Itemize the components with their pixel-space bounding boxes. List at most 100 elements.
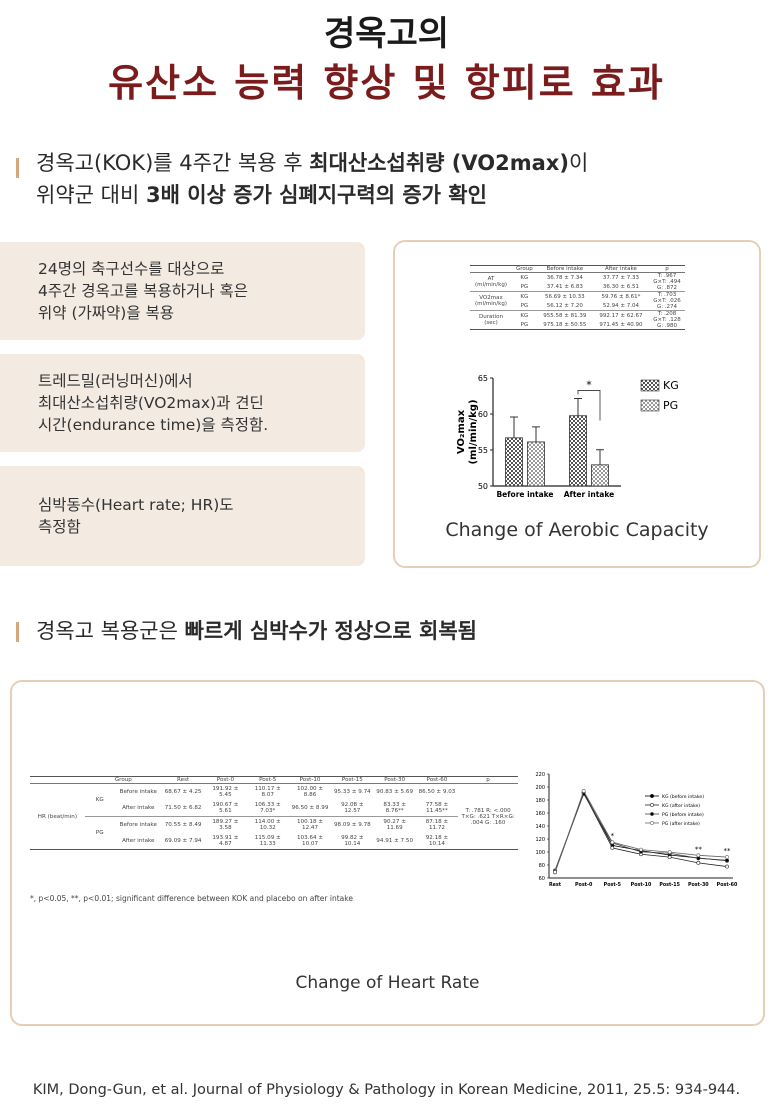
table-cell: 102.00 ± 8.86 [297, 786, 324, 798]
y-tick-label: 50 [478, 482, 488, 491]
table-row: PG Before intake 70.55 ± 8.49 189.27 ± 3.58… [30, 816, 518, 850]
table-cell: 36.78 ± 7.34 [546, 274, 583, 281]
table-cell: 191.92 ± 5.45 [212, 786, 239, 798]
table-row: HR (beat/min) KG Before intake 68.67 ± 4.25… [30, 784, 518, 826]
table-cell: 56.69 ± 10.33 [536, 291, 593, 301]
point [725, 855, 729, 859]
box-line: 24명의 축구선수를 대상으로 [38, 260, 225, 278]
y-tick-label: 60 [478, 410, 488, 419]
table-header: Group [512, 265, 537, 273]
y-tick-label: 65 [478, 374, 488, 383]
table-cell: 90.27 ± 11.69 [373, 816, 416, 833]
table-row: Group Rest Post-0 Post-5 Post-10 Post-15 Post-… [30, 776, 518, 784]
y-axis-label-line: VO₂max [456, 409, 467, 454]
table-wrap: Group Rest Post-0 Post-5 Post-10 Post-15 Post-… [30, 776, 518, 850]
point [696, 853, 701, 858]
table-cell: 68.67 ± 4.25 [164, 789, 202, 795]
table-cell: 37.77 ± 7.33 [602, 274, 639, 281]
y-axis-label: VO₂max(ml/min/kg) [456, 399, 479, 464]
x-tick-label: After intake [564, 490, 614, 499]
table-row: PG 975.18 ± 50.55 971.45 ± 40.90 [470, 320, 685, 330]
y-tick-label: 140 [535, 824, 545, 830]
footnote: *, p<0.05, **, p<0.01; significant diffe… [30, 894, 353, 903]
x-tick-label: Post-15 [659, 882, 680, 888]
title: 유산소 능력 향상 및 항피로 효과 [108, 60, 665, 105]
table-cell: PG [520, 302, 529, 309]
table-cell: 83.33 ± 8.76** [383, 802, 406, 814]
heading-line: 경옥고(KOK)를 4주간 복용 후 최대산소섭취량 (VO2max)이 [36, 147, 588, 179]
caption: Change of Aerobic Capacity [445, 519, 709, 541]
x-tick-label: Before intake [496, 490, 553, 499]
y-tick-label: 120 [535, 837, 545, 843]
table-row: PG 56.12 ± 7.20 52.94 ± 7.04 [470, 301, 685, 311]
table-cell: After intake [122, 838, 155, 844]
line [554, 789, 728, 873]
table-cell: PG [520, 283, 529, 290]
table-cell: KG [520, 274, 529, 281]
table-row: AT (ml/min/kg) KG 36.78 ± 7.34 37.77 ± 7.33… [470, 273, 685, 291]
table-cell: 992.17 ± 62.67 [592, 310, 649, 320]
legend-marker [650, 812, 654, 816]
y-tick-label: 160 [535, 811, 545, 817]
line [554, 791, 728, 873]
point [725, 858, 729, 863]
table-cell: 110.17 ± 8.07 [254, 786, 281, 798]
table: Group Before intake After intake p AT (ml/mi… [470, 265, 685, 330]
table-cell: 77.58 ± 11.45** [425, 802, 449, 814]
error-bar [596, 449, 604, 465]
point [667, 850, 672, 855]
legend-label: PG (after intake) [662, 821, 700, 827]
table-header: Post-5 [246, 776, 289, 784]
table-cell: PG [84, 816, 115, 850]
heading-text: 경옥고(KOK)를 4주간 복용 후 [36, 151, 310, 175]
table-cell: 71.50 ± 6.82 [164, 805, 202, 811]
bar [505, 437, 523, 487]
heading-text: 이 [568, 151, 589, 175]
legend-marker [650, 821, 654, 825]
annotation: * [586, 378, 592, 391]
table-header: Post-15 [331, 776, 374, 784]
point [553, 870, 557, 874]
point [667, 855, 672, 860]
table-cell: KG [512, 310, 537, 320]
table-row: VO2max (ml/min/kg) KG 56.69 ± 10.33 59.76 ±… [470, 291, 685, 311]
table-cell: 52.94 ± 7.04 [602, 302, 639, 309]
legend-label: PG [663, 399, 678, 412]
table-cell: 69.09 ± 7.94 [164, 838, 202, 844]
legend-swatch [640, 399, 660, 412]
heading-line: 위약군 대비 3배 이상 증가 심폐지구력의 증가 확인 [36, 179, 588, 211]
table-header: Group [84, 776, 162, 784]
info-box: 트레드밀(러닝머신)에서 최대산소섭취량(VO2max)과 견딘 시간(endura… [0, 354, 365, 452]
y-tick-label: 220 [535, 772, 545, 778]
point [639, 847, 643, 852]
bracket [577, 390, 601, 421]
table-header: Post-0 [204, 776, 247, 784]
legend-label: KG (after intake) [662, 803, 700, 809]
table-row: Group Before intake After intake p [470, 265, 685, 273]
box-line: 측정함 [38, 518, 81, 536]
point [610, 845, 615, 850]
heading-text: 빠르게 심박수가 정상으로 회복됨 [184, 619, 478, 643]
legend-label: KG [663, 379, 679, 392]
heading-text: 위약군 대비 [36, 183, 146, 207]
table-cell: 70.55 ± 8.49 [161, 816, 205, 833]
table-cell: 59.76 ± 8.61* [592, 291, 649, 301]
table-cell: 94.91 ± 7.50 [376, 838, 414, 844]
annotation: ** [724, 847, 732, 855]
error-bar [574, 397, 582, 416]
info-box: 24명의 축구선수를 대상으로 4주간 경옥고를 복용하거나 혹은 위약 (가짜약)… [0, 242, 365, 340]
table-cell: 92.08 ± 12.57 [341, 802, 364, 814]
heading-text: 경옥고 복용군은 [36, 619, 185, 643]
table-cell: Before intake [119, 789, 157, 795]
table-header: p [458, 776, 518, 784]
y-tick-label: 100 [535, 850, 545, 856]
table-cell: 37.41 ± 6.83 [546, 283, 583, 290]
x-tick-label: Rest [549, 882, 562, 888]
table-cell: 86.50 ± 9.03 [418, 789, 456, 795]
table-cell: 975.18 ± 50.55 [543, 321, 587, 328]
table-cell: 96.50 ± 8.99 [291, 805, 329, 811]
table-cell [30, 776, 85, 784]
box-line: 최대산소섭취량(VO2max)과 견딘 [38, 394, 264, 412]
heading-text: 3배 이상 증가 심폐지구력의 증가 확인 [145, 183, 487, 207]
